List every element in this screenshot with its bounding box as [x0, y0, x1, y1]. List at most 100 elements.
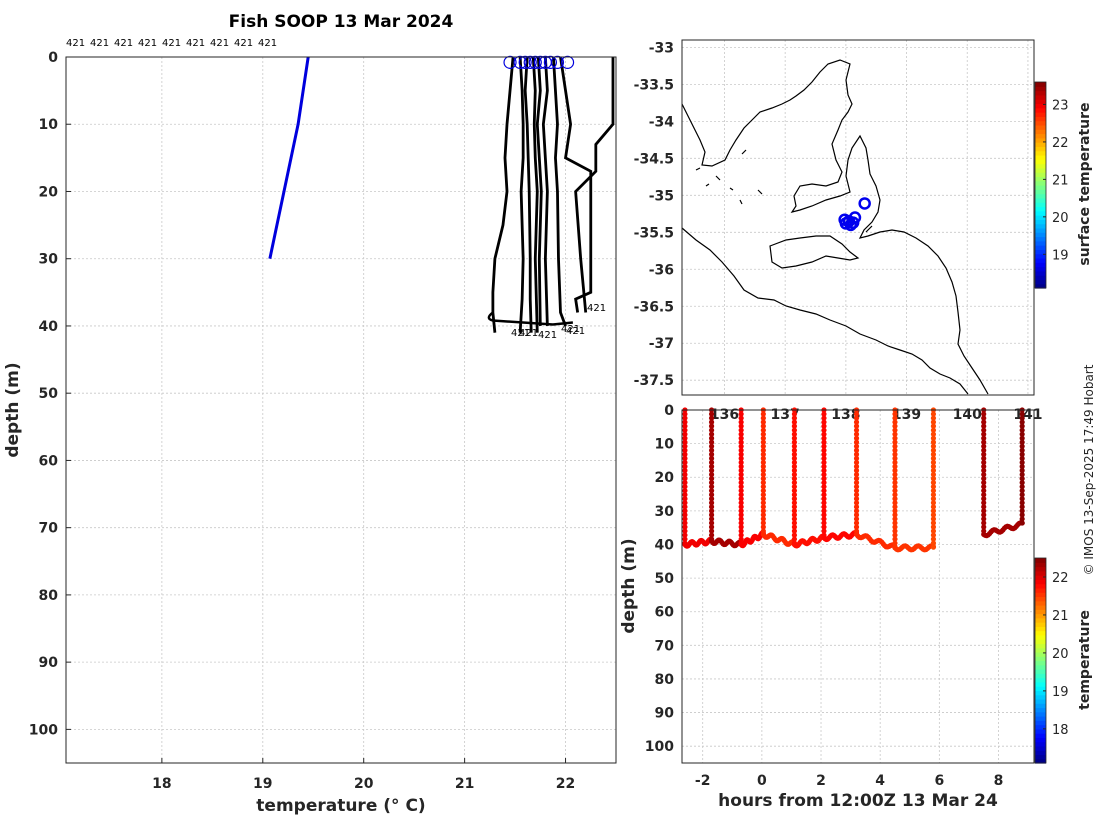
section-point [981, 488, 987, 494]
section-point [981, 492, 987, 498]
section-point [821, 443, 827, 449]
section-point [1019, 492, 1025, 498]
section-colorbar-segment [1035, 728, 1046, 734]
section-point [892, 471, 898, 478]
section-point [892, 500, 898, 506]
section-point [853, 488, 860, 494]
profile-start-marker [518, 55, 532, 69]
section-point [791, 504, 798, 510]
section-point [738, 488, 744, 494]
section-point [1019, 463, 1025, 470]
eyre-islands [695, 149, 763, 205]
section-point [981, 500, 987, 506]
section-point [682, 447, 688, 453]
section-point [760, 492, 766, 498]
section-point [738, 443, 744, 449]
section-point [708, 427, 715, 433]
section-point [682, 508, 688, 514]
section-point [738, 508, 744, 514]
section-point [760, 455, 766, 462]
section-point [821, 439, 827, 445]
section-point [821, 488, 827, 494]
section-point [738, 451, 744, 457]
section-point [930, 512, 937, 518]
profile-top-label: 421 [234, 38, 253, 49]
section-point [981, 471, 987, 478]
section-point [791, 492, 798, 498]
section-point [760, 423, 766, 429]
map-colorbar-tick-label: 23 [1052, 98, 1069, 113]
profile-bottom-label: 421 [511, 328, 530, 339]
section-point [791, 488, 798, 494]
section-point [708, 504, 715, 510]
section-colorbar-segment [1035, 566, 1046, 572]
section-point [930, 435, 937, 441]
map-colorbar-segment [1035, 86, 1046, 92]
section-x-tick-label: 4 [875, 773, 885, 789]
section-point [1019, 480, 1025, 486]
profile-top-labels: 421 421 421 421 421 421 421 421 421 [66, 38, 277, 49]
section-point [760, 512, 766, 518]
section-point [791, 500, 798, 506]
section-point [1019, 447, 1025, 453]
section-point [930, 427, 937, 433]
section-point [930, 419, 937, 425]
map-colorbar-segment [1035, 193, 1046, 199]
section-point [1019, 484, 1025, 490]
section-point [791, 524, 798, 530]
section-x-tick-label: 2 [816, 773, 826, 789]
section-point [791, 532, 798, 538]
section-point [1019, 443, 1025, 449]
map-colorbar-segment [1035, 142, 1046, 147]
section-point [892, 528, 898, 534]
section-colorbar-segment [1035, 613, 1046, 619]
section-point [708, 411, 715, 417]
section-colorbar-segment [1035, 626, 1046, 632]
section-point [738, 439, 744, 445]
section-point [791, 475, 798, 482]
section-point [760, 439, 766, 445]
map-colorbar-segment [1035, 120, 1046, 126]
section-point [682, 496, 688, 502]
section-point [853, 423, 860, 429]
section-point [791, 536, 798, 542]
section-colorbar-tick-label: 18 [1052, 723, 1069, 738]
section-point [1019, 516, 1025, 522]
section-point [738, 536, 744, 542]
profile-line-profile-8 [559, 56, 593, 313]
section-point [760, 443, 766, 449]
section-point [1019, 475, 1025, 482]
section-point [821, 475, 827, 482]
profile-top-label: 421 [66, 38, 85, 49]
section-point [930, 492, 937, 498]
map-x-tick-label: 138 [831, 407, 860, 423]
map-y-tick-label: -36 [649, 262, 674, 278]
map-colorbar-label: surface temperature [1077, 102, 1093, 265]
profile-bottom-label: 421 [561, 324, 580, 335]
section-point [930, 488, 937, 494]
section-point [682, 439, 688, 445]
section-colorbar-segment [1035, 664, 1046, 670]
section-point [981, 447, 987, 453]
section-point [981, 423, 987, 429]
section-point [760, 524, 766, 530]
section-point [892, 427, 898, 433]
profile-start-marker [528, 55, 542, 69]
section-point [892, 431, 898, 437]
section-point [981, 419, 987, 425]
section-colorbar-segment [1035, 639, 1046, 645]
section-point [708, 488, 715, 494]
section-point [821, 411, 827, 417]
map-colorbar-segment [1035, 266, 1046, 272]
section-point [708, 516, 715, 522]
section-point [760, 447, 766, 453]
section-point [791, 459, 798, 466]
section-point [1019, 471, 1025, 478]
section-point [1019, 415, 1025, 421]
section-point [1019, 467, 1025, 474]
section-point [760, 435, 766, 441]
section-colorbar-segment [1035, 651, 1046, 657]
section-x-label: hours from 12:00Z 13 Mar 24 [718, 791, 998, 811]
map-colorbar-segment [1035, 94, 1046, 100]
